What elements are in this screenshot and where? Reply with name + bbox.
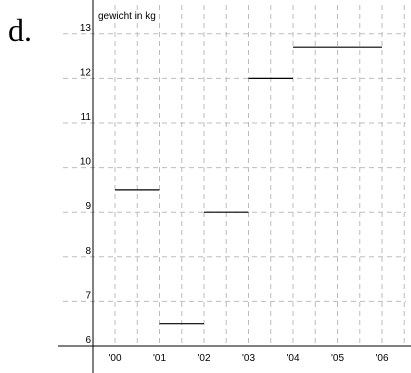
y-tick-label: 6 (85, 335, 91, 346)
y-tick-label: 11 (81, 112, 92, 123)
y-tick-label: 7 (85, 290, 91, 301)
y-tick-labels: 6 7 8 9 10 11 12 13 (80, 23, 92, 346)
x-tick-label: '01 (153, 353, 166, 364)
x-tick-label: '00 (108, 353, 121, 364)
x-tick-label: '05 (331, 353, 344, 364)
x-tick-label: '03 (242, 353, 255, 364)
panel-label: d. (8, 12, 32, 48)
x-tick-label: '02 (197, 353, 210, 364)
y-tick-label: 12 (80, 67, 92, 78)
axes (58, 0, 411, 373)
x-tick-label: '04 (286, 353, 299, 364)
x-tick-labels: '00 '01 '02 '03 '04 '05 '06 (108, 353, 388, 364)
y-tick-label: 10 (80, 157, 92, 168)
y-tick-label: 13 (80, 23, 92, 34)
y-tick-label: 9 (85, 201, 91, 212)
y-tick-label: 8 (85, 246, 91, 257)
x-tick-label: '06 (375, 353, 388, 364)
step-segments (115, 46, 382, 325)
y-axis-title: gewicht in kg (98, 11, 156, 22)
grid-lines (63, 5, 406, 346)
